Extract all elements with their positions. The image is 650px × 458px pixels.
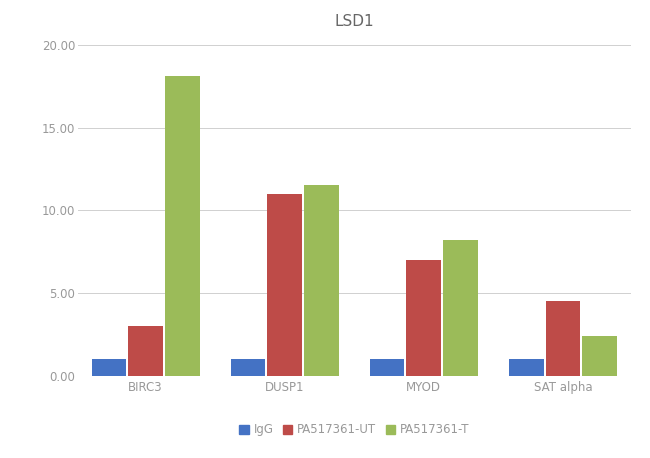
Bar [92,359,126,376]
Bar [128,326,163,376]
Bar [443,240,478,376]
Bar [509,359,543,376]
Bar [267,194,302,376]
Bar [231,359,265,376]
Bar [370,359,404,376]
Title: LSD1: LSD1 [335,14,374,28]
Bar [545,301,580,376]
Legend: IgG, PA517361-UT, PA517361-T: IgG, PA517361-UT, PA517361-T [235,419,474,441]
Bar [406,260,441,376]
Bar [165,76,200,376]
Bar [582,336,617,376]
Bar [304,185,339,376]
